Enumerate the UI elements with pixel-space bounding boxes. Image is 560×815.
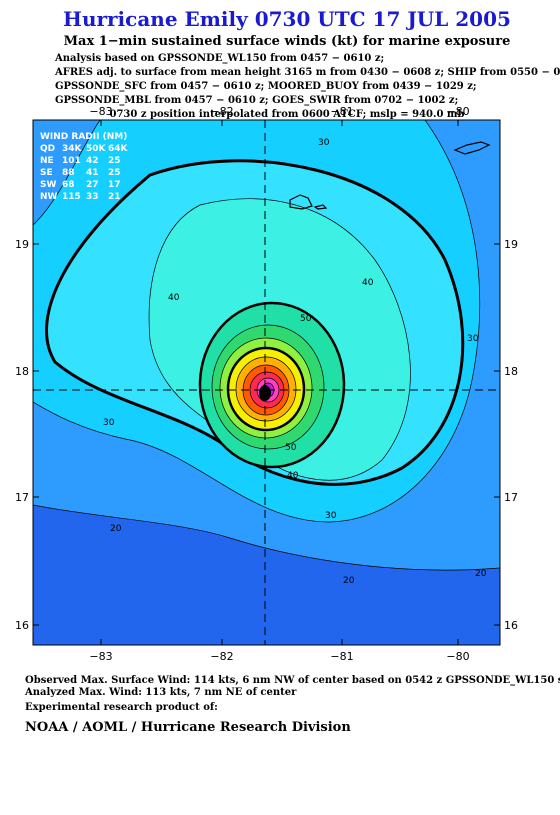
wind-radii-title: WIND RADII (NM) — [40, 132, 127, 142]
lat-label: 17 — [504, 491, 518, 504]
lon-label: −81 — [330, 105, 353, 118]
lat-label: 18 — [15, 365, 29, 378]
contour-label: 20 — [110, 524, 122, 534]
lon-label: −83 — [89, 650, 112, 663]
analysis-line: Analysis based on GPSSONDE_WL150 from 04… — [54, 53, 384, 64]
land — [289, 194, 328, 210]
wind-radii-cell: 68 — [62, 180, 75, 190]
contour-label: 40 — [287, 471, 299, 481]
analysis-line: GPSSONDE_SFC from 0457 − 0610 z; MOORED_… — [55, 81, 477, 92]
contour-label: 30 — [325, 511, 337, 521]
lon-label: −82 — [210, 650, 233, 663]
title: Hurricane Emily 0730 UTC 17 JUL 2005 — [63, 7, 511, 31]
contour-label: 30 — [318, 138, 330, 148]
contour-20 — [33, 504, 500, 645]
lon-label: −83 — [89, 105, 112, 118]
lon-label: −82 — [210, 105, 233, 118]
wind-radii-cell: 115 — [62, 192, 81, 202]
observed-max: Observed Max. Surface Wind: 114 kts, 6 n… — [25, 675, 560, 686]
organization: NOAA / AOML / Hurricane Research Divisio… — [25, 720, 351, 735]
wind-radii-cell: SW — [40, 180, 56, 190]
contour-label: 40 — [168, 293, 180, 303]
wind-radii-header: 34K — [62, 144, 83, 154]
wind-radii-cell: 41 — [86, 168, 99, 178]
land — [453, 141, 491, 155]
lat-label: 19 — [504, 238, 518, 251]
contour-label: 50 — [285, 443, 297, 453]
wind-radii-cell: SE — [40, 168, 53, 178]
product-note: Experimental research product of: — [25, 702, 218, 713]
axes: −83 −83 −82 −82 −81 −81 −80 −80 19 19 18 18 17 17 16 16 — [15, 105, 518, 663]
wind-radii-cell: 25 — [108, 156, 121, 166]
analysis-line: AFRES adj. to surface from mean height 3… — [54, 67, 560, 78]
lat-label: 16 — [504, 619, 518, 632]
lon-label: −81 — [330, 650, 353, 663]
wind-radii-cell: 17 — [108, 180, 121, 190]
wind-radii-table: WIND RADII (NM) QD 34K 50K 64K NE 101 42 25 SE 88… — [40, 132, 129, 202]
lat-label: 17 — [15, 491, 29, 504]
contour-label: 30 — [103, 418, 115, 428]
wind-radii-cell: 101 — [62, 156, 81, 166]
wind-radii-header: QD — [40, 144, 55, 154]
lat-label: 19 — [15, 238, 29, 251]
wind-radii-cell: 25 — [108, 168, 121, 178]
wind-radii-cell: 33 — [86, 192, 99, 202]
wind-radii-header: 50K — [86, 144, 107, 154]
contour-label: 50 — [300, 314, 312, 324]
wind-radii-cell: 27 — [86, 180, 99, 190]
wind-radii-cell: 21 — [108, 192, 121, 202]
wind-radii-cell: NE — [40, 156, 54, 166]
wind-radii-cell: 42 — [86, 156, 99, 166]
wind-radii-cell: 88 — [62, 168, 75, 178]
analyzed-max: Analyzed Max. Wind: 113 kts, 7 nm NE of … — [24, 687, 297, 698]
contour-label: 20 — [343, 576, 355, 586]
map-frame — [32, 119, 501, 646]
contour-label: 20 — [475, 569, 487, 579]
subtitle: Max 1−min sustained surface winds (kt) f… — [64, 34, 511, 49]
analysis-line: GPSSONDE_MBL from 0457 − 0610 z; GOES_SW… — [55, 95, 458, 106]
lon-label: −80 — [446, 650, 469, 663]
contour-labels: 30 40 40 50 30 30 50 40 30 20 20 20 — [103, 138, 487, 586]
wind-radii-header: 64K — [108, 144, 129, 154]
analysis-line: 0730 z position interpolated from 0600 A… — [110, 109, 465, 120]
lat-label: 16 — [15, 619, 29, 632]
contour-label: 30 — [467, 334, 479, 344]
lon-label: −80 — [446, 105, 469, 118]
wind-radii-cell: NW — [40, 192, 58, 202]
lat-label: 18 — [504, 365, 518, 378]
contour-label: 40 — [362, 278, 374, 288]
wind-field — [33, 120, 500, 645]
